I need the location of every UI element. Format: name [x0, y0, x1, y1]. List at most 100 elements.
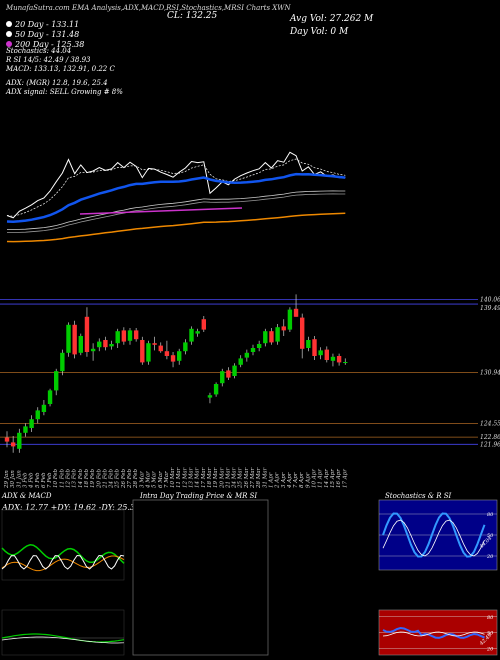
legend-swatch — [6, 21, 12, 27]
date-label: 3 Apr — [281, 472, 287, 488]
candle-body — [195, 331, 200, 334]
ema-100-line — [6, 212, 346, 243]
date-label: 8 Apr — [299, 472, 305, 488]
stochastics-level-label: 80 — [487, 512, 494, 518]
date-label: 6 Mar — [158, 471, 164, 488]
intraday-panel-title: Intra Day Trading Price & MR SI — [140, 492, 258, 500]
date-label: 11 Feb — [59, 468, 65, 488]
candle-body — [207, 395, 213, 398]
top-caption: MunafaSutra.com EMA Analysis,ADX,MACD,RS… — [6, 4, 291, 12]
date-label: 14 Mar — [195, 467, 201, 488]
candle-body — [78, 336, 83, 353]
date-label: 15 Apr — [330, 469, 336, 488]
date-label: 20 Feb — [96, 468, 102, 489]
mrsi-level-label: 50 — [487, 631, 494, 637]
macd-signal-line — [1, 636, 125, 644]
mrsi-level-label: 20 — [486, 646, 494, 652]
candle-body — [54, 371, 59, 391]
rsi-text: R SI 14/5: 42.49 / 38.93 — [6, 56, 91, 64]
date-label: 27 Feb — [127, 468, 133, 489]
candle-body — [140, 340, 145, 363]
date-label: 13 Feb — [72, 468, 78, 488]
avg-volume-label: Avg Vol: 27.262 M — [290, 14, 374, 24]
candle-body — [158, 345, 163, 352]
date-label: 19 Mar — [213, 467, 219, 488]
mrsi-level-label: 80 — [487, 615, 494, 621]
mrsi-line — [382, 626, 485, 639]
candle-body — [133, 330, 139, 340]
mrsi-signal-line — [382, 631, 485, 637]
adx-plus-di-line — [1, 544, 125, 564]
date-label: 7 Mar — [164, 471, 170, 488]
date-label: 21 Mar — [225, 467, 231, 489]
candle-body — [232, 365, 237, 376]
adx-minus-di-line — [1, 555, 125, 572]
date-label: 30 Jan — [10, 470, 16, 488]
candle-body — [238, 358, 243, 365]
date-label: 20 Mar — [219, 467, 225, 489]
candle-body — [170, 355, 176, 362]
stochastics-panel — [378, 499, 498, 571]
candle-body — [293, 308, 299, 317]
candle-body — [90, 348, 96, 352]
legend-swatch — [6, 41, 12, 47]
candle-body — [244, 352, 250, 358]
stochastics-level-label: 20 — [486, 554, 494, 560]
price-level-label: 124.55 — [480, 421, 500, 428]
legend-label: 20 Day - 133.11 — [15, 20, 80, 29]
date-label: 11 Mar — [176, 467, 182, 488]
legend-swatch — [6, 31, 12, 37]
candle-body — [213, 384, 219, 395]
date-label: 25 Mar — [238, 467, 244, 489]
stochastics-panel-title: Stochastics & R SI — [385, 492, 452, 500]
candle-body — [281, 326, 286, 331]
date-label: 31 Jan — [16, 470, 22, 488]
candle-body — [300, 317, 305, 349]
date-label: 4 Mar — [145, 471, 151, 489]
candle-body — [4, 437, 10, 442]
candle-body — [183, 342, 188, 352]
date-label: 6 Feb — [41, 472, 47, 488]
candle-body — [263, 331, 268, 344]
date-label: 19 Feb — [90, 468, 96, 488]
date-label: 13 Mar — [189, 467, 195, 488]
candle-body — [41, 404, 47, 412]
price-level-label: 121.96 — [480, 441, 500, 448]
date-label: 31 Mar — [262, 467, 268, 488]
candle-body — [220, 371, 225, 384]
legend-item: 50 Day - 131.48 — [6, 30, 79, 39]
candle-body — [72, 324, 77, 355]
legend-label: 200 Day - 125.38 — [15, 40, 85, 49]
candle-body — [10, 442, 16, 447]
date-label: 12 Feb — [66, 468, 72, 488]
stochastics-k-line — [382, 512, 486, 558]
close-price-label: CL: 132.25 — [167, 11, 218, 21]
date-label: 18 Mar — [207, 467, 213, 488]
candle-body — [269, 331, 274, 343]
macd-text: MACD: 133.13, 132.91, 0.22 C — [6, 65, 115, 73]
candle-body — [226, 370, 231, 378]
mrsi-panel — [378, 609, 498, 656]
ema-5-line — [6, 158, 346, 217]
date-label: 14 Apr — [324, 469, 330, 488]
date-label: 28 Feb — [133, 468, 139, 489]
date-label: 26 Mar — [244, 467, 250, 489]
macd-panel — [1, 609, 125, 656]
candle-body — [250, 348, 256, 352]
stochastics-last-value: 44.04 — [478, 535, 493, 550]
candle-body — [164, 351, 170, 356]
candle-body — [35, 410, 40, 420]
adx-signal-text: ADX signal: SELL Growing # 8% — [6, 88, 123, 96]
candle-body — [152, 343, 157, 345]
candle-body — [312, 339, 317, 356]
date-label: 17 Mar — [201, 467, 207, 488]
date-label: 16 Apr — [336, 469, 342, 488]
date-label: 7 Feb — [47, 472, 53, 488]
ema-20-line — [6, 172, 346, 223]
ema-50-line — [6, 190, 346, 231]
price-level-label: 140.06 — [480, 297, 500, 304]
legend-item: 200 Day - 125.38 — [6, 40, 84, 49]
date-label: 26 Feb — [121, 468, 127, 489]
candle-body — [256, 344, 262, 348]
adx-panel-values: ADX: 12.77 +DY: 19.62 -DY: 25.36 — [2, 503, 141, 512]
